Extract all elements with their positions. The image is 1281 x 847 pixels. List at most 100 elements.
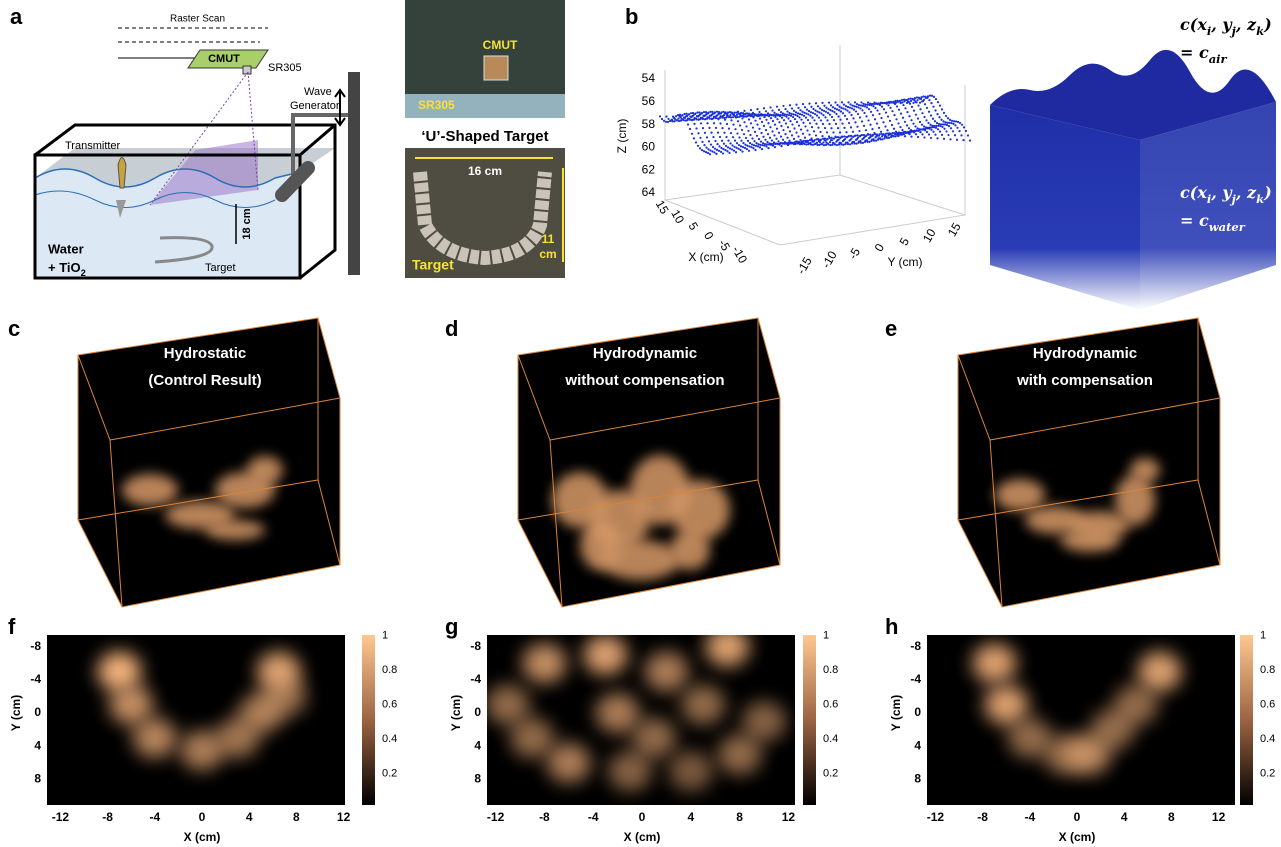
surface-point <box>935 127 937 129</box>
sr305-label: SR305 <box>268 62 302 74</box>
surface-point <box>856 103 858 105</box>
x-tick-label: -12 <box>487 810 505 824</box>
surface-point <box>939 105 941 107</box>
surface-point <box>833 119 835 121</box>
surface-point <box>921 100 923 102</box>
surface-point <box>777 114 779 116</box>
surface-point <box>837 115 839 117</box>
surface-point <box>780 145 782 147</box>
surface-point <box>912 130 914 132</box>
surface-point <box>736 114 738 116</box>
axis-box <box>665 70 965 245</box>
panel-label: c <box>8 316 20 341</box>
surface-point <box>781 117 783 119</box>
surface-point <box>798 116 800 118</box>
surface-point <box>879 138 881 140</box>
surface-point <box>830 137 832 139</box>
surface-point <box>834 143 836 145</box>
surface-point <box>872 114 874 116</box>
x-tick-label: 4 <box>246 810 253 824</box>
surface-point <box>773 112 775 114</box>
surface-point <box>829 144 831 146</box>
y-tick-label: 4 <box>474 738 481 752</box>
colorbar-tick-label: 0.2 <box>382 767 397 779</box>
surface-point <box>837 136 839 138</box>
surface-point <box>708 117 710 119</box>
surface-point <box>924 103 926 105</box>
y-tick-label: 8 <box>34 772 41 786</box>
surface-point <box>905 132 907 134</box>
surface-point <box>741 129 743 131</box>
y-tick-label: -8 <box>910 639 921 653</box>
surface-point <box>895 118 897 120</box>
surface-point <box>714 111 716 113</box>
eq-air-lhs-part: , y <box>1210 15 1233 34</box>
surface-point <box>778 132 780 134</box>
surface-point <box>845 105 847 107</box>
surface-point <box>856 134 858 136</box>
surface-point <box>942 123 944 125</box>
surface-point <box>882 134 884 136</box>
surface-point <box>754 149 756 151</box>
surface-point <box>928 111 930 113</box>
surface-point <box>816 110 818 112</box>
surface-point <box>829 109 831 111</box>
surface-point <box>946 124 948 126</box>
surface-point <box>665 121 667 123</box>
surface-point <box>705 147 707 149</box>
surface-point <box>954 124 956 126</box>
surface-point <box>760 140 762 142</box>
surface-point <box>694 112 696 114</box>
surface-point <box>759 144 761 146</box>
surface-point <box>732 114 734 116</box>
surface-point <box>802 103 804 105</box>
surface-point <box>837 127 839 129</box>
surface-point <box>826 131 828 133</box>
surface-point <box>914 101 916 103</box>
surface-point <box>845 141 847 143</box>
surface-point <box>771 130 773 132</box>
surface-point <box>930 102 932 104</box>
surface-point <box>695 141 697 143</box>
surface-point <box>779 142 781 144</box>
surface-point <box>823 144 825 146</box>
cmut-chip <box>484 56 508 80</box>
surface-point <box>883 108 885 110</box>
eq-air-rhs: = cair <box>1180 43 1228 67</box>
surface-point <box>810 111 812 113</box>
surface-point <box>800 128 802 130</box>
eq-air-lhs-part: c(x <box>1180 15 1207 34</box>
surface-point <box>745 137 747 139</box>
surface-point <box>926 107 928 109</box>
surface-point <box>780 125 782 127</box>
surface-point <box>869 103 871 105</box>
panel-label: e <box>885 316 897 341</box>
surface-point <box>850 126 852 128</box>
surface-point <box>750 122 752 124</box>
surface-point <box>792 116 794 118</box>
surface-point <box>717 131 719 133</box>
surface-point <box>695 118 697 120</box>
heat-blob <box>1114 685 1158 725</box>
surface-point <box>913 110 915 112</box>
x-tick-label: -4 <box>149 810 160 824</box>
surface-point <box>691 133 693 135</box>
surface-point <box>743 121 745 123</box>
surface-point <box>695 127 697 129</box>
surface-point <box>925 119 927 121</box>
surface-point <box>824 127 826 129</box>
surface-point <box>788 140 790 142</box>
surface-point <box>706 116 708 118</box>
x-tick-label: -4 <box>1024 810 1035 824</box>
surface-point <box>782 112 784 114</box>
surface-point <box>878 113 880 115</box>
volume-blob <box>670 530 710 570</box>
surface-point <box>888 137 890 139</box>
surface-point <box>698 111 700 113</box>
surface-point <box>717 117 719 119</box>
surface-point <box>882 102 884 104</box>
eq-air-lhs: c(xi, yj, zk) <box>1180 15 1272 39</box>
surface-point <box>787 126 789 128</box>
z-tick-label: 60 <box>642 140 656 154</box>
surface-point <box>930 137 932 139</box>
